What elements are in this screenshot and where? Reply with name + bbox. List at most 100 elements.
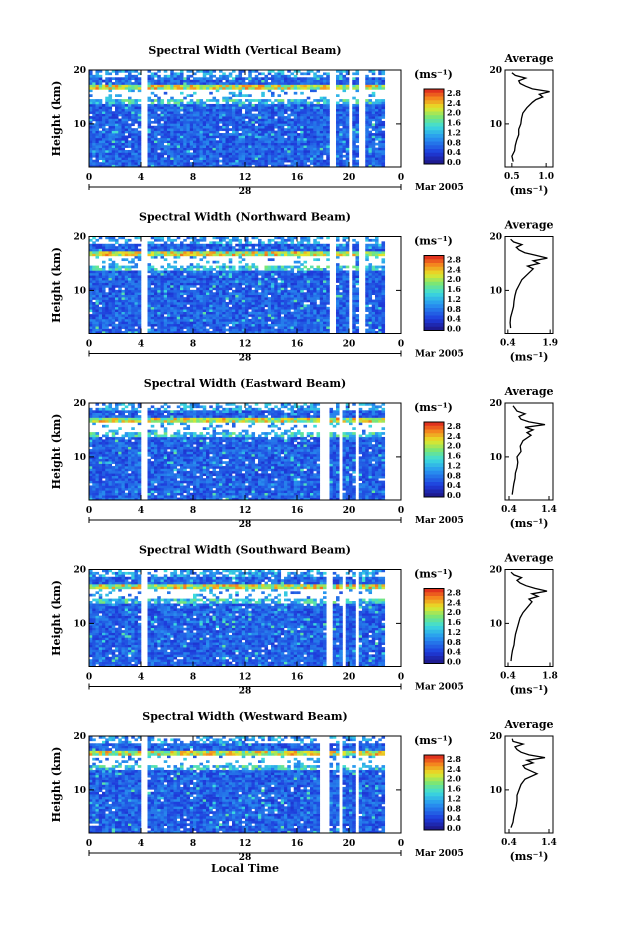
- heatmap-cell: [105, 326, 109, 329]
- heatmap-cell: [148, 148, 152, 151]
- heatmap-cell: [346, 102, 350, 105]
- heatmap-cell: [112, 266, 116, 269]
- heatmap-cell: [89, 82, 93, 85]
- heatmap-cell: [304, 145, 308, 148]
- heatmap-cell: [122, 152, 126, 155]
- heatmap-cell: [291, 152, 295, 155]
- heatmap-cell: [219, 317, 223, 320]
- heatmap-cell: [131, 287, 135, 290]
- heatmap-cell: [320, 143, 324, 146]
- heatmap-cell: [109, 89, 113, 92]
- heatmap-cell: [131, 133, 135, 136]
- heatmap-cell: [307, 155, 311, 158]
- heatmap-cell: [167, 304, 171, 307]
- heatmap-cell: [294, 126, 298, 129]
- heatmap-cell: [232, 292, 236, 295]
- heatmap-cell: [294, 131, 298, 134]
- heatmap-cell: [170, 287, 174, 290]
- heatmap-cell: [154, 133, 158, 136]
- heatmap-cell: [336, 162, 340, 165]
- heatmap-cell: [343, 102, 347, 105]
- heatmap-cell: [219, 270, 223, 273]
- heatmap-cell: [203, 150, 207, 153]
- heatmap-cell: [102, 319, 106, 322]
- heatmap-cell: [118, 85, 122, 88]
- heatmap-cell: [118, 87, 122, 90]
- heatmap-cell: [99, 324, 103, 327]
- heatmap-cell: [206, 162, 210, 165]
- heatmap-cell: [125, 278, 129, 281]
- heatmap-cell: [287, 314, 291, 317]
- heatmap-cell: [229, 138, 233, 141]
- heatmap-cell: [187, 321, 191, 324]
- heatmap-cell: [148, 114, 152, 117]
- heatmap-cell: [375, 87, 379, 90]
- heatmap-cell: [122, 131, 126, 134]
- heatmap-cell: [154, 126, 158, 129]
- heatmap-cell: [102, 145, 106, 148]
- heatmap-cell: [281, 162, 285, 165]
- heatmap-cell: [323, 138, 327, 141]
- heatmap-cell: [297, 121, 301, 124]
- heatmap-cell: [131, 321, 135, 324]
- heatmap-cell: [222, 121, 226, 124]
- heatmap-cell: [232, 160, 236, 163]
- heatmap-cell: [206, 131, 210, 134]
- heatmap-cell: [291, 138, 295, 141]
- heatmap-cell: [109, 99, 113, 102]
- heatmap-cell: [128, 87, 132, 90]
- heatmap-cell: [310, 128, 314, 131]
- heatmap-cell: [151, 266, 155, 269]
- heatmap-cell: [369, 109, 373, 112]
- heatmap-cell: [229, 319, 233, 322]
- heatmap-cell: [151, 302, 155, 305]
- heatmap-cell: [245, 135, 249, 138]
- heatmap-cell: [105, 246, 109, 249]
- heatmap-cell: [252, 128, 256, 131]
- heatmap-cell: [239, 256, 243, 259]
- heatmap-cell: [154, 312, 158, 315]
- heatmap-cell: [102, 109, 106, 112]
- heatmap-cell: [268, 131, 272, 134]
- heatmap-cell: [170, 145, 174, 148]
- heatmap-cell: [92, 312, 96, 315]
- heatmap-cell: [109, 111, 113, 114]
- heatmap-cell: [265, 244, 269, 247]
- heatmap-cell: [284, 302, 288, 305]
- heatmap-cell: [157, 140, 161, 143]
- heatmap-cell: [213, 253, 217, 256]
- heatmap-cell: [99, 77, 103, 80]
- heatmap-cell: [252, 290, 256, 293]
- heatmap-cell: [255, 309, 259, 312]
- heatmap-cell: [222, 157, 226, 160]
- heatmap-cell: [229, 307, 233, 310]
- heatmap-cell: [382, 116, 386, 119]
- heatmap-cell: [248, 249, 252, 252]
- heatmap-cell: [157, 287, 161, 290]
- heatmap-cell: [307, 157, 311, 160]
- heatmap-cell: [307, 150, 311, 153]
- heatmap-cell: [115, 152, 119, 155]
- heatmap-cell: [128, 152, 132, 155]
- heatmap-cell: [190, 140, 194, 143]
- heatmap-cell: [174, 72, 178, 75]
- heatmap-cell: [187, 251, 191, 254]
- heatmap-cell: [229, 292, 233, 295]
- heatmap-cell: [343, 89, 347, 92]
- heatmap-cell: [177, 111, 181, 114]
- heatmap-cell: [177, 140, 181, 143]
- heatmap-cell: [128, 295, 132, 298]
- heatmap-cell: [128, 133, 132, 136]
- heatmap-cell: [252, 266, 256, 269]
- heatmap-cell: [274, 283, 278, 286]
- heatmap-cell: [187, 157, 191, 160]
- heatmap-cell: [154, 140, 158, 143]
- heatmap-cell: [261, 94, 265, 97]
- heatmap-cell: [278, 123, 282, 126]
- heatmap-cell: [96, 268, 100, 271]
- heatmap-cell: [219, 114, 223, 117]
- heatmap-cell: [265, 295, 269, 298]
- heatmap-cell: [216, 80, 220, 83]
- heatmap-cell: [271, 251, 275, 254]
